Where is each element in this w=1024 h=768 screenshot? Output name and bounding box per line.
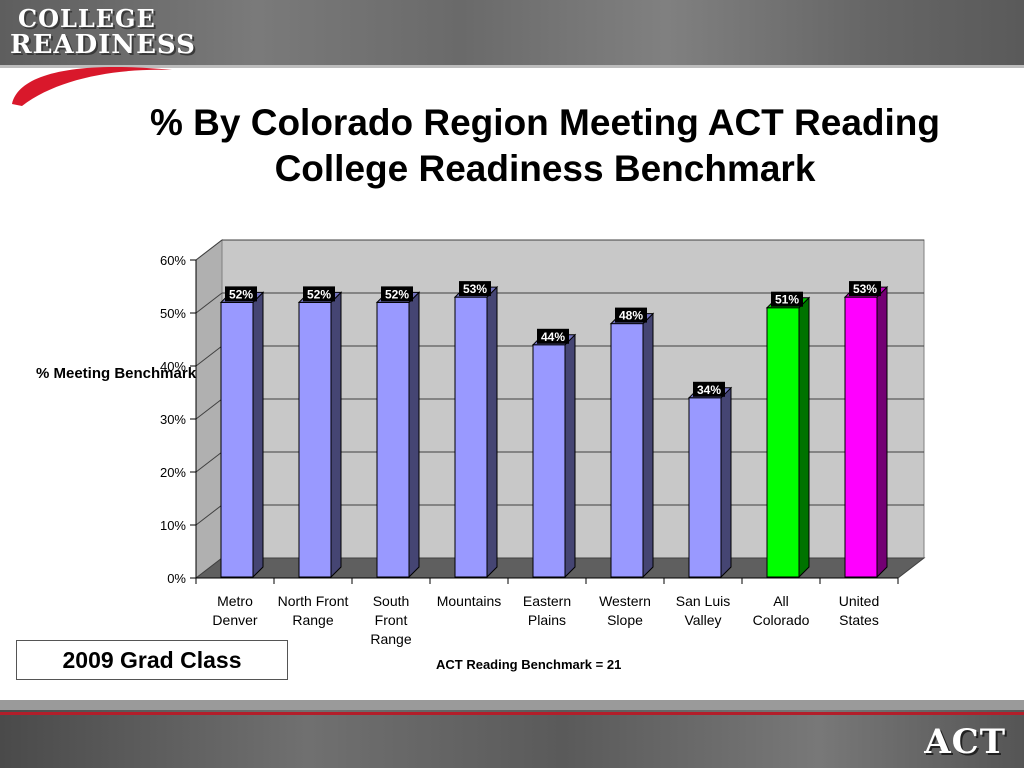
footer-top-line [0,700,1024,710]
data-label: 51% [775,293,799,307]
y-tick-label: 60% [160,253,186,268]
bar-5 [532,344,566,578]
x-tick-label: United [839,593,879,609]
chart-title: % By Colorado Region Meeting ACT Reading… [149,102,941,189]
x-tick-label: Colorado [753,612,810,628]
x-tick-label: Eastern [523,593,571,609]
bar-side-8 [798,296,810,579]
x-tick-label: Mountains [437,593,502,609]
bar-side-2 [330,291,342,579]
x-tick-label: Range [292,612,333,628]
bar-2 [298,301,332,578]
x-tick-label: North Front [278,593,349,609]
bar-side-9 [876,285,888,579]
x-tick-label: Western [599,593,651,609]
data-label-box [615,307,647,323]
data-label: 34% [697,383,721,397]
gridline-side [195,398,223,420]
data-label-box [303,286,335,302]
red-swoosh-icon [12,67,172,106]
x-tick-label: Metro [217,593,253,609]
gridline-side [195,292,223,314]
y-tick-label: 20% [160,465,186,480]
bar-side-5 [564,333,576,579]
bar-7 [688,397,722,578]
data-label: 52% [385,287,409,301]
bar-side-7 [720,386,732,579]
data-label-box [693,381,725,397]
x-tick-label: South [373,593,410,609]
data-label: 52% [307,287,331,301]
data-label: 53% [463,282,487,296]
y-axis-label: % Meeting Benchmark [36,364,196,383]
bar-side-4 [486,285,498,579]
x-tick-label: Plains [528,612,566,628]
data-label: 52% [229,287,253,301]
bar-side-1 [252,291,264,579]
data-label-box [771,291,803,307]
act-logo: ACT [924,722,1006,762]
data-label: 53% [853,282,877,296]
benchmark-note: ACT Reading Benchmark = 21 [436,657,622,672]
college-readiness-logo: COLLEGE READINESS [10,4,196,60]
bar-chart: 0% 10% 20% 30% 40% 50% 60% 52% Metro Denver 52% Nor… [160,238,926,647]
y-axis-label-text: % Meeting Benchmark [36,365,197,382]
bar-6 [610,323,644,578]
y-tick-label: 50% [160,306,186,321]
x-tick-label: Valley [684,612,721,628]
gridline-side [195,345,223,367]
data-label: 48% [619,309,643,323]
data-label-box [381,286,413,302]
bar-side-6 [642,312,654,579]
bar-8 [766,307,800,578]
logo-line-1: COLLEGE [18,4,156,33]
gridline-side [195,239,223,261]
bar-3 [376,301,410,578]
y-tick-label: 0% [167,571,186,586]
data-label-box [537,328,569,344]
x-tick-label: States [839,612,879,628]
gridline-side [195,504,223,526]
x-tick-label: Slope [607,612,643,628]
footer-red-line [0,712,1024,715]
logo-line-2: READINESS [10,30,196,60]
x-tick-label: All [773,593,789,609]
bar-side-3 [408,291,420,579]
header-band [0,0,1024,68]
data-label: 44% [541,330,565,344]
x-tick-label: Front [375,612,408,628]
data-label-box [225,286,257,302]
gridline-side [195,451,223,473]
grad-class-label: 2009 Grad Class [62,646,242,673]
data-label-box [849,281,881,297]
data-label-box [459,281,491,297]
x-tick-label: Range [370,631,411,647]
grad-class-box: 2009 Grad Class [16,640,288,680]
bar-4 [454,296,488,578]
bar-1 [220,301,254,578]
y-tick-label: 10% [160,518,186,533]
x-tick-label: San Luis [676,593,730,609]
x-tick-label: Denver [212,612,257,628]
footer-band: ACT [0,700,1024,768]
y-tick-label: 30% [160,412,186,427]
bar-9 [844,296,878,578]
y-tick-label: 40% [160,359,186,374]
